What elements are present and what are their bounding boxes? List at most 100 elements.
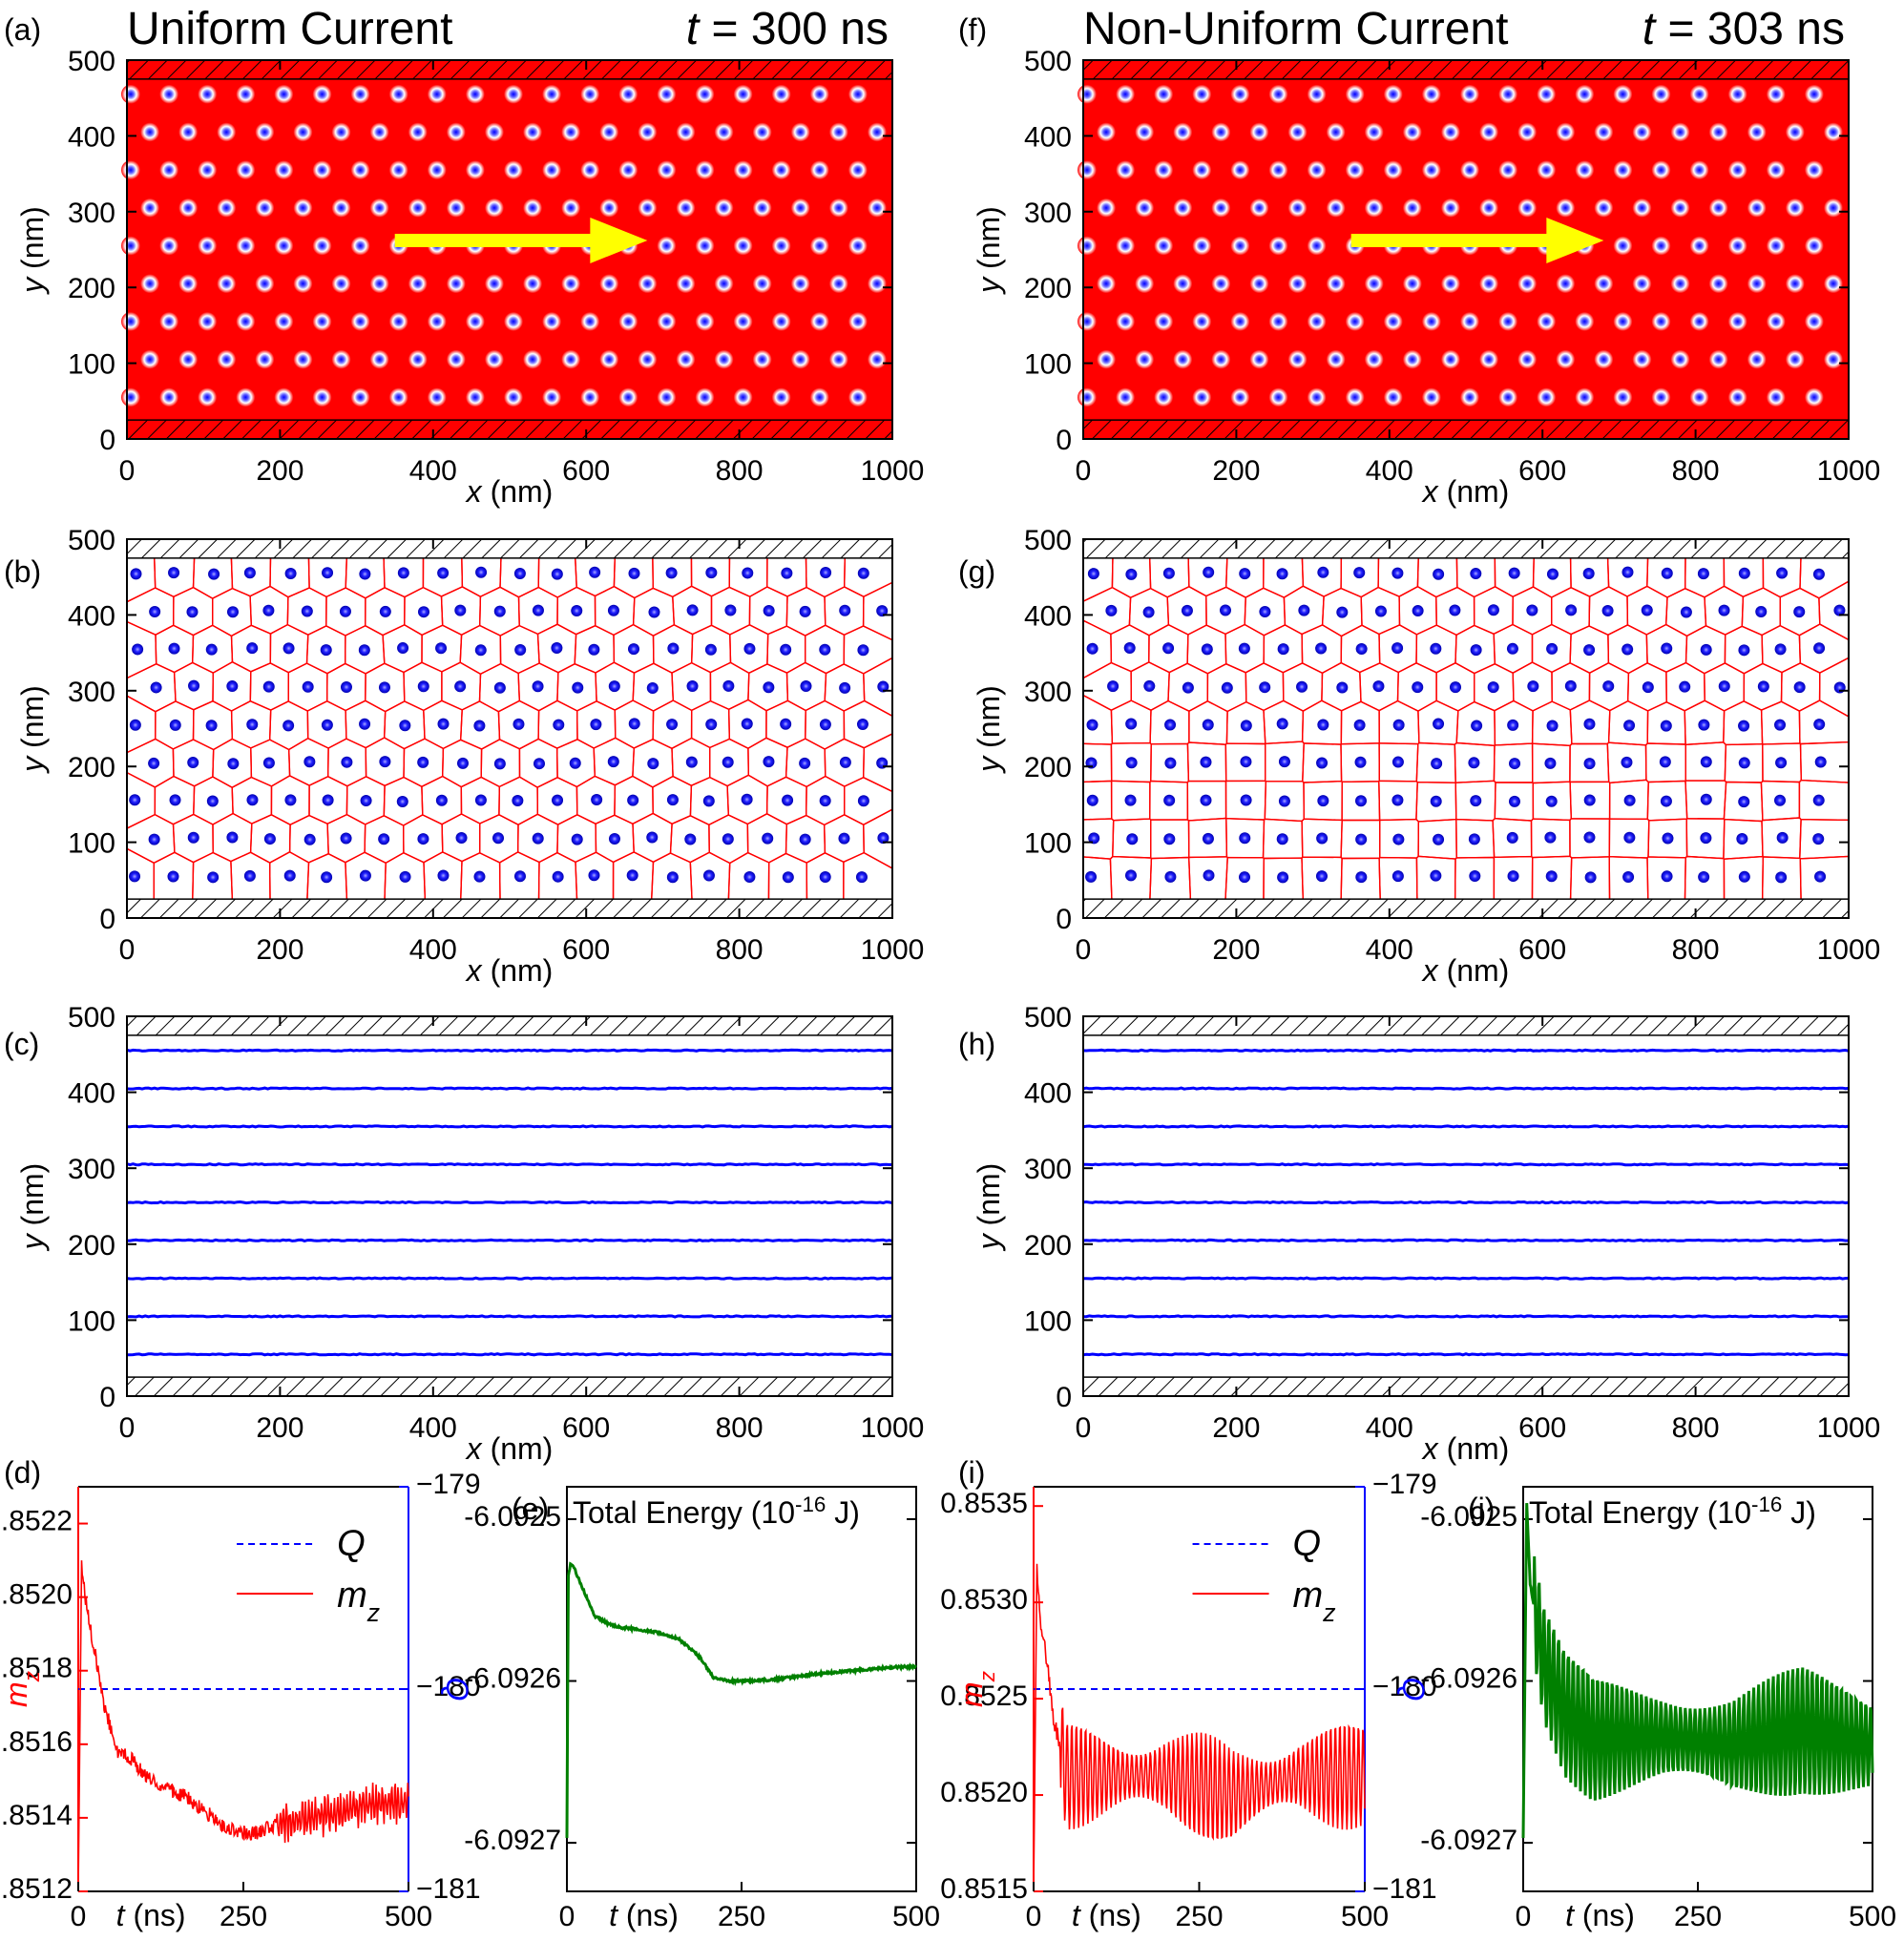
- skyrmion-position-b: [474, 794, 487, 806]
- skyrmion-position-b: [493, 605, 506, 617]
- series-energy-j: [1521, 1503, 1874, 1839]
- skyrmion-f: [1307, 84, 1327, 104]
- bottom-boundary-b: [126, 898, 893, 919]
- skyrmion-f: [1421, 387, 1441, 407]
- y-tick-label-h: 0: [1056, 1382, 1072, 1413]
- skyrmion-position-g: [1508, 795, 1520, 807]
- skyrmion-position-b: [187, 757, 199, 769]
- voronoi-cell-g: [1187, 557, 1228, 597]
- skyrmion-f: [1556, 122, 1576, 142]
- y-tick-label-g: 0: [1056, 904, 1072, 935]
- skyrmion-position-g: [1700, 643, 1712, 656]
- voronoi-cell-g: [1646, 557, 1686, 598]
- skyrmion-a: [274, 236, 294, 256]
- skyrmion-f: [1766, 84, 1786, 104]
- skyrmion-f: [1575, 160, 1595, 180]
- skyrmion-f: [1097, 274, 1117, 294]
- skyrmion-a: [695, 387, 715, 407]
- x-axis-label-a: x (nm): [465, 474, 554, 509]
- skyrmion-position-g: [1088, 832, 1100, 845]
- skyrmion-a: [676, 274, 696, 294]
- voronoi-cell-b: [345, 851, 387, 900]
- skyrmion-f: [1135, 122, 1155, 142]
- skyrmion-a: [369, 122, 389, 142]
- skyrmion-position-g: [1315, 870, 1328, 883]
- skyrmion-position-g: [1086, 642, 1098, 655]
- voronoi-tessellation-g: [1083, 557, 1849, 900]
- skyrmion-f: [1479, 122, 1499, 142]
- skyrmion-position-g: [1738, 796, 1750, 808]
- skyrmion-position-g: [1814, 870, 1827, 883]
- voronoi-cell-g: [1532, 557, 1572, 598]
- skyrmion-position-b: [686, 604, 699, 616]
- y-tick-label-left-i: 0.8515: [940, 1873, 1028, 1905]
- skyrmion-position-g: [1278, 756, 1290, 768]
- skyrmion-position-b: [473, 720, 486, 732]
- skyrmion-position-b: [856, 719, 868, 731]
- skyrmion-f: [1632, 122, 1652, 142]
- skyrmion-f: [1364, 349, 1384, 369]
- y-tick-label-right-d: −181: [416, 1873, 481, 1905]
- skyrmion-f: [1440, 274, 1460, 294]
- x-tick-label-h: 0: [1076, 1412, 1092, 1444]
- skyrmion-a: [676, 122, 696, 142]
- skyrmion-position-b: [206, 795, 219, 807]
- y-tick-label-g: 100: [1024, 828, 1072, 860]
- skyrmion-position-b: [665, 567, 678, 579]
- skyrmion-position-g: [1642, 681, 1654, 694]
- skyrmion-position-g: [1623, 794, 1636, 806]
- skyrmion-a: [388, 84, 408, 104]
- skyrmion-a: [140, 274, 160, 294]
- x-tick-label-i: 500: [1341, 1901, 1389, 1932]
- skyrmion-position-b: [588, 869, 600, 882]
- skyrmion-position-g: [1107, 680, 1119, 693]
- energy-title-j: Total Energy (10-16 J): [1529, 1492, 1816, 1531]
- skyrmion-position-g: [1123, 642, 1136, 655]
- skyrmion-position-b: [857, 644, 869, 657]
- skyrmion-a: [523, 198, 543, 218]
- skyrmion-f: [1211, 122, 1231, 142]
- skyrmion-position-g: [1582, 567, 1595, 579]
- skyrmion-f: [1345, 84, 1365, 104]
- current-direction-arrow-a: [394, 217, 648, 263]
- skyrmion-position-b: [647, 758, 659, 770]
- top-boundary-a: [126, 59, 893, 80]
- skyrmion-position-b: [591, 794, 603, 806]
- skyrmion-position-b: [532, 680, 544, 693]
- x-axis-label-i: t (ns): [1072, 1898, 1141, 1932]
- skyrmion-a: [274, 160, 294, 180]
- skyrmion-a: [350, 84, 370, 104]
- skyrmion-f: [1651, 84, 1671, 104]
- skyrmion-position-g: [1277, 643, 1289, 656]
- skyrmion-a: [733, 311, 753, 331]
- skyrmion-a: [350, 387, 370, 407]
- y-axis-label-h: y (nm): [972, 1163, 1006, 1252]
- skyrmion-a: [198, 160, 218, 180]
- skyrmion-a: [255, 122, 275, 142]
- skyrmion-f: [1517, 349, 1538, 369]
- skyrmion-position-g: [1660, 720, 1672, 732]
- skyrmion-position-b: [148, 833, 160, 845]
- skyrmion-f: [1498, 160, 1518, 180]
- y-tick-label-b: 400: [68, 600, 115, 632]
- skyrmion-f: [1575, 387, 1595, 407]
- series-mz-i: [1033, 1563, 1366, 1892]
- skyrmion-position-g: [1700, 756, 1712, 768]
- y-tick-label-c: 500: [68, 1002, 115, 1033]
- y-tick-label-left-d: 0.8514: [0, 1800, 73, 1831]
- trajectory-c: [126, 1276, 893, 1281]
- voronoi-cell-g: [1684, 855, 1726, 900]
- y-tick-label-a: 400: [68, 121, 115, 153]
- skyrmion-a: [867, 122, 887, 142]
- skyrmion-position-b: [378, 681, 390, 694]
- skyrmion-position-b: [321, 871, 333, 884]
- skyrmion-f: [1594, 274, 1614, 294]
- series-energy-e: [565, 1561, 918, 1839]
- x-tick-label-g: 800: [1672, 934, 1720, 966]
- skyrmion-f: [1440, 122, 1460, 142]
- skyrmion-a: [542, 387, 562, 407]
- skyrmion-a: [178, 349, 199, 369]
- skyrmion-position-b: [284, 567, 297, 579]
- skyrmion-position-g: [1583, 718, 1596, 730]
- skyrmion-position-g: [1105, 604, 1118, 616]
